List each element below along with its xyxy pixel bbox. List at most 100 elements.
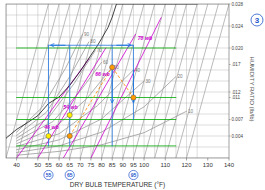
grid-line-horizontal	[6, 92, 229, 93]
rh-label: 60	[103, 60, 109, 65]
annotation: 78 wb	[138, 35, 153, 41]
line	[91, 4, 133, 158]
line	[59, 4, 101, 158]
rh-label: 90	[84, 32, 90, 37]
point	[67, 133, 72, 138]
y2-axis: 0.0040.007.011.012.0170.0200.0240.028	[229, 2, 243, 139]
series-15	[144, 4, 186, 158]
line	[17, 67, 113, 143]
series-36	[17, 145, 176, 146]
line	[6, 4, 116, 138]
point	[67, 113, 72, 118]
line	[17, 62, 102, 141]
x-tick	[37, 158, 38, 161]
series-10	[91, 4, 133, 158]
x-tick-label: 55	[45, 162, 52, 168]
chart: 4050556065707580859095100110120130140556…	[0, 0, 265, 190]
x-tick	[112, 158, 113, 161]
series-45	[116, 45, 131, 46]
series-47	[112, 70, 113, 103]
line	[176, 4, 218, 158]
line	[17, 145, 176, 146]
y2-tick	[229, 136, 231, 137]
y2-axis-label: HUMIDITY RATIO (lb/lb)	[249, 56, 255, 121]
series-40	[48, 45, 133, 46]
annotation: 46 wb	[43, 124, 59, 130]
series-33	[6, 4, 116, 138]
y2-tick-label: 0.024	[232, 24, 244, 29]
circled-label: 65	[65, 170, 74, 179]
annotation: 66 wb	[95, 71, 110, 77]
circled-label-text: 95	[131, 172, 137, 178]
y2-tick-label: 0.007	[232, 117, 244, 122]
y2-tick-label: 0.028	[232, 2, 244, 7]
grid-line-vertical	[112, 4, 113, 158]
series-12	[112, 4, 154, 158]
y2-tick-label: 0.020	[232, 46, 244, 51]
x-tick-label: 90	[119, 162, 126, 168]
grid-line-horizontal	[6, 103, 229, 104]
x-tick	[69, 158, 70, 161]
plot-area	[6, 4, 229, 158]
series-38	[17, 97, 176, 98]
x-tick-label: 85	[109, 162, 116, 168]
circled-label-ring	[129, 170, 138, 179]
series-28	[17, 34, 83, 132]
y2-tick-label: .012	[232, 90, 241, 95]
series-31	[63, 34, 135, 158]
series-9	[80, 4, 122, 158]
series-37	[17, 119, 176, 120]
series-43	[112, 45, 113, 146]
grid-line-horizontal	[6, 136, 229, 137]
circled-label-text: 65	[67, 172, 73, 178]
series-41	[48, 45, 49, 146]
grid-line-vertical	[133, 4, 134, 158]
line	[69, 45, 70, 146]
y2-tick-label: .011	[232, 95, 241, 100]
x-tick-label: 50	[35, 162, 42, 168]
x-tick	[122, 158, 123, 161]
x-tick-label: 100	[139, 162, 150, 168]
y2-tick	[229, 4, 231, 5]
x-tick-label: 110	[160, 162, 170, 168]
arrow	[116, 45, 131, 46]
series-16	[155, 4, 197, 158]
series-1	[6, 4, 229, 158]
line	[112, 4, 154, 158]
x-tick-label: 80	[98, 162, 105, 168]
x-tick-label: 65	[66, 162, 73, 168]
y2-tick	[229, 48, 231, 49]
y2-tick	[229, 119, 231, 120]
x-tick	[101, 158, 102, 161]
x-tick-label: 70	[77, 162, 84, 168]
badge: 3	[251, 14, 263, 26]
badge-ring	[251, 14, 263, 26]
line	[17, 97, 176, 98]
badge-text: 3	[255, 16, 260, 25]
x-axis: 4050556065707580859095100110120130140	[13, 158, 234, 168]
series-7	[59, 4, 101, 158]
rh-label: 50	[114, 65, 120, 70]
grid-line-horizontal	[6, 81, 229, 82]
rh-label: 30	[146, 79, 152, 84]
circled-label: 95	[129, 170, 138, 179]
series-51	[67, 65, 136, 139]
x-tick	[48, 158, 49, 161]
line	[187, 4, 229, 158]
circled-label-ring	[65, 170, 74, 179]
line	[112, 45, 113, 146]
x-tick	[80, 158, 81, 161]
y2-tick	[229, 97, 231, 98]
x-tick	[133, 158, 134, 161]
x-tick	[207, 158, 208, 161]
x-tick	[144, 158, 145, 161]
series-49	[70, 67, 112, 136]
rh-label: 40	[135, 68, 141, 73]
x-tick	[165, 158, 166, 161]
series-25	[17, 62, 102, 141]
line	[80, 4, 122, 158]
y2-tick	[229, 64, 231, 65]
series-5	[38, 4, 80, 158]
x-tick	[16, 158, 17, 161]
grid-line-horizontal	[6, 15, 229, 16]
